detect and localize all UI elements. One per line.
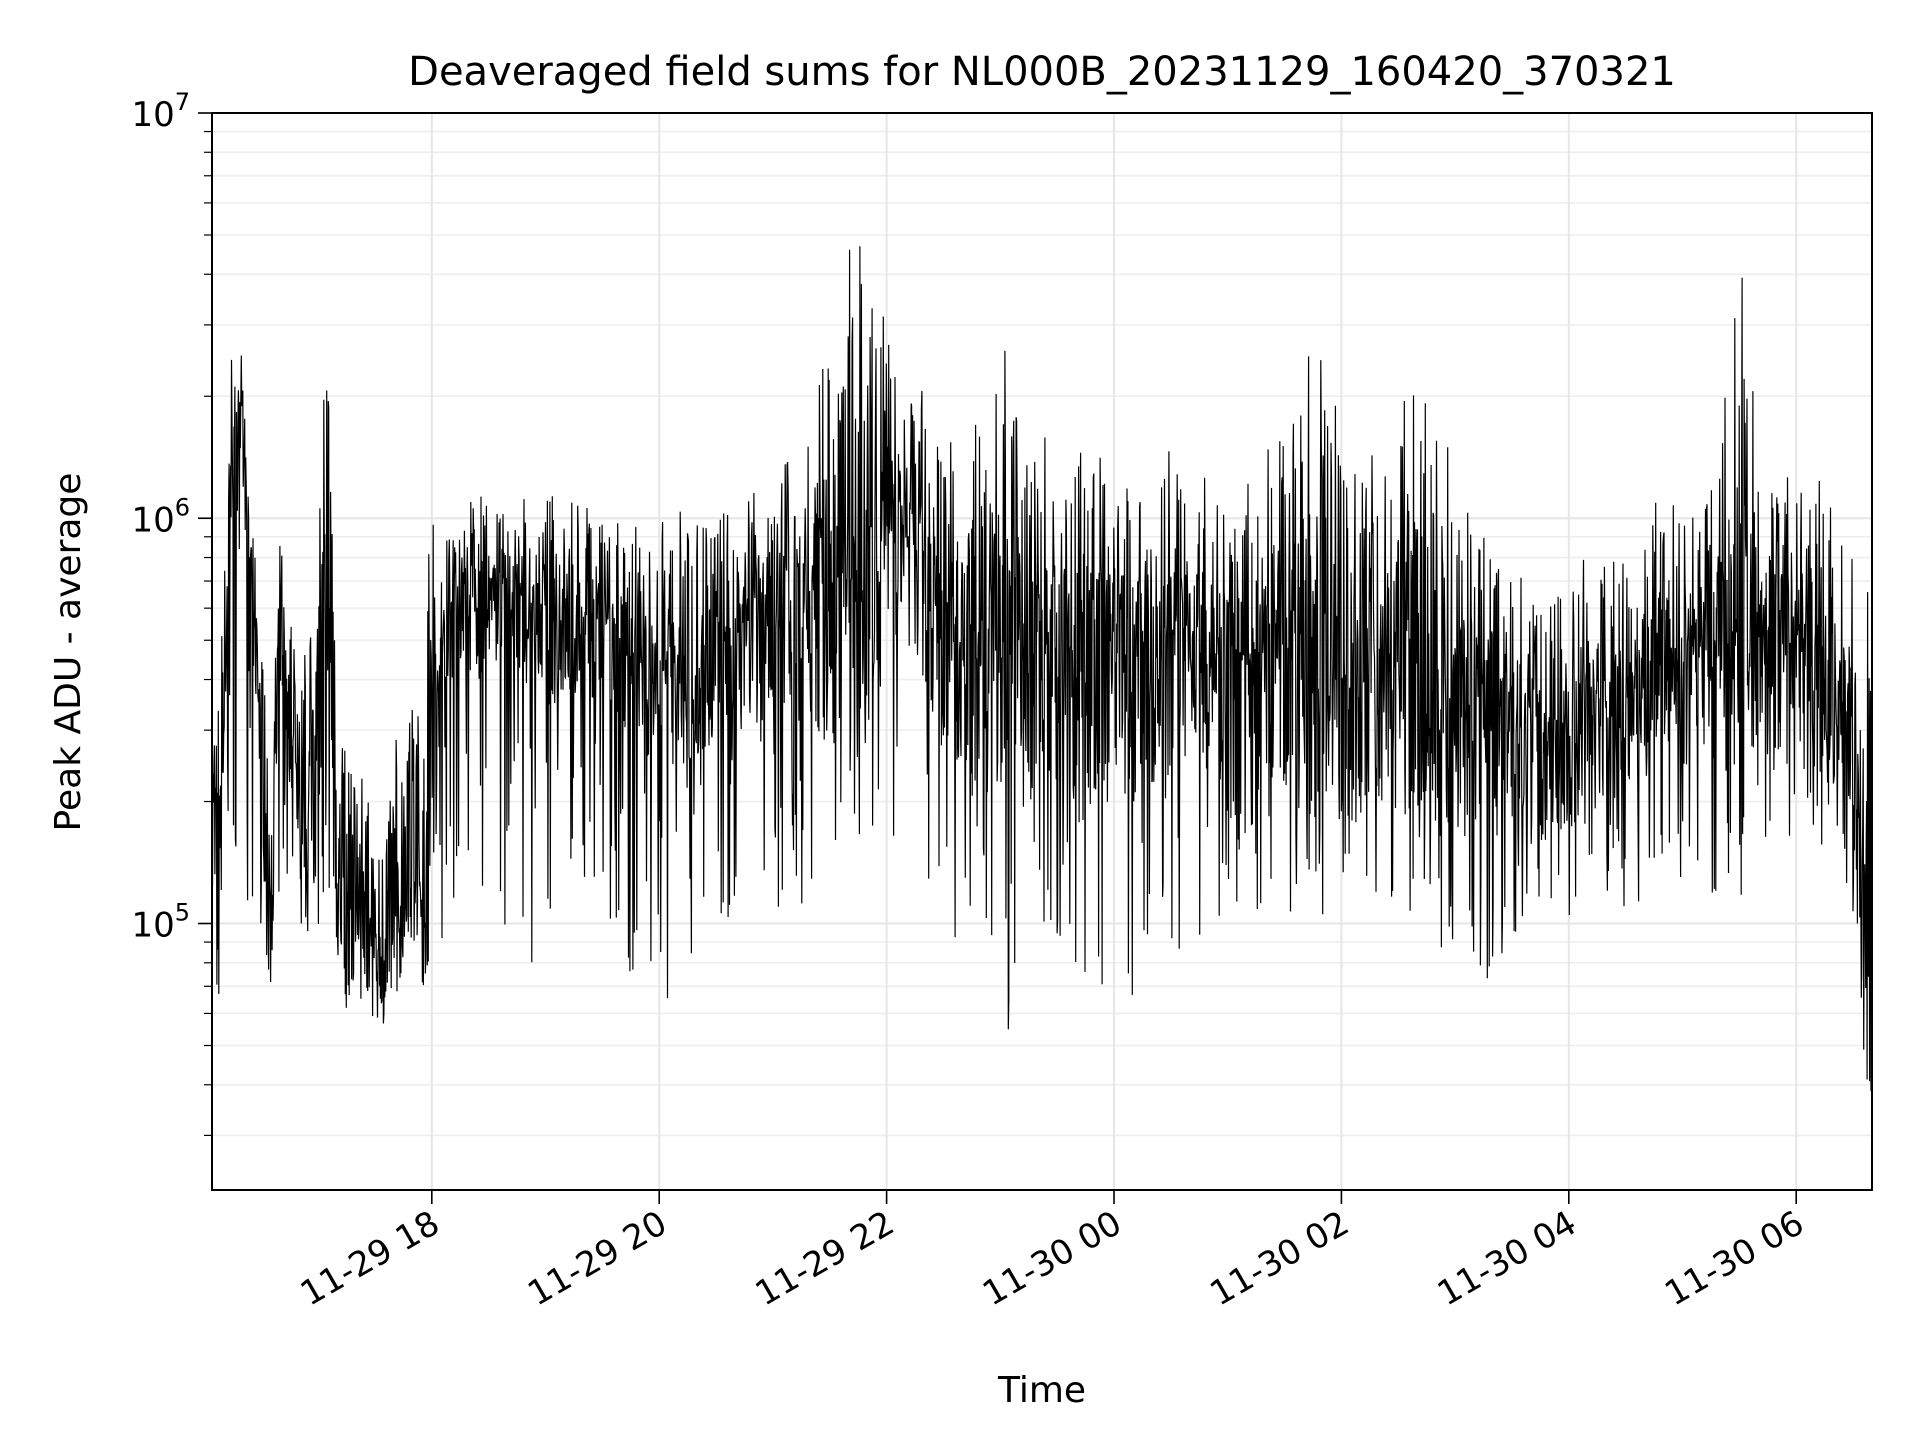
y-tick-label: 106 [131, 493, 190, 540]
y-axis-label: Peak ADU - average [48, 473, 89, 832]
plot-frame [211, 112, 1873, 1191]
y-tick-label: 107 [131, 88, 190, 135]
y-tick-label: 105 [131, 899, 190, 946]
y-axis-ticks: 105 106 107 [131, 88, 212, 1137]
chart-title: Deaveraged field sums for NL000B_2023112… [408, 49, 1676, 95]
series-line [211, 246, 1873, 1092]
x-axis-label: Time [997, 1370, 1086, 1411]
series-layer [211, 246, 1873, 1092]
